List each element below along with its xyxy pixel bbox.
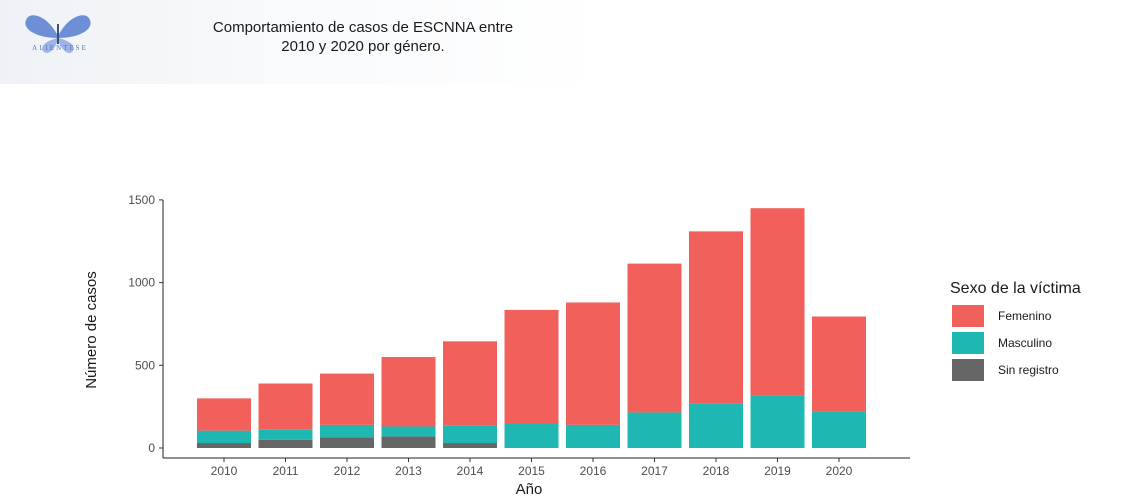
legend-title: Sexo de la víctima (950, 280, 1081, 297)
legend-key-sin-registro (952, 359, 984, 381)
bar-masculino-2015 (504, 424, 559, 448)
bar-masculino-2012 (320, 424, 374, 438)
x-tick-label: 2020 (826, 464, 853, 478)
bar-femenino-2016 (566, 302, 620, 425)
y-tick-label: 0 (148, 441, 155, 455)
chart-title-line-1: Comportamiento de casos de ESCNNA entre (212, 19, 514, 36)
bar-femenino-2014 (443, 341, 497, 426)
bar-femenino-2015 (504, 309, 559, 425)
legend: Sexo de la víctima Femenino Masculino Sin r… (950, 280, 1081, 381)
x-tick-label: 2014 (457, 464, 484, 478)
x-tick-label: 2018 (703, 464, 730, 478)
y-axis-title: Número de casos (83, 271, 100, 389)
bar-masculino-2016 (566, 424, 620, 448)
x-tick-label: 2010 (211, 464, 238, 478)
x-tick-label: 2012 (334, 464, 361, 478)
bar-sin-registro-2010 (197, 443, 251, 448)
x-tick-label: 2017 (641, 464, 668, 478)
bar-femenino-2017 (627, 263, 682, 413)
butterfly-logo (8, 6, 108, 72)
bar-sin-registro-2013 (381, 436, 436, 448)
bar-sin-registro-2012 (320, 437, 374, 448)
bar-femenino-2020 (812, 316, 866, 412)
bar-femenino-2019 (750, 208, 805, 396)
x-tick-label: 2011 (273, 464, 299, 478)
logo-wordmark: ALIENTESE (32, 44, 88, 52)
bar-masculino-2018 (689, 403, 743, 448)
legend-label-femenino: Femenino (998, 309, 1052, 323)
bar-femenino-2013 (381, 357, 436, 427)
bar-sin-registro-2011 (258, 439, 313, 448)
bar-masculino-2020 (812, 411, 866, 448)
header-banner: ALIENTESE Comportamiento de casos de ESC… (0, 0, 600, 84)
legend-label-masculino: Masculino (998, 336, 1052, 350)
bar-femenino-2010 (197, 398, 251, 431)
x-tick-label: 2019 (764, 464, 791, 478)
bar-femenino-2011 (258, 383, 313, 430)
y-tick-label: 1000 (128, 276, 155, 290)
bar-masculino-2017 (627, 412, 682, 448)
bar-femenino-2018 (689, 231, 743, 404)
legend-key-masculino (952, 332, 984, 354)
legend-key-femenino (952, 305, 984, 327)
x-axis-title: Año (516, 481, 543, 497)
x-tick-label: 2015 (518, 464, 545, 478)
axes-group: 0 500 1000 1500 2010 2011 2012 2013 2014 2015 2016… (128, 193, 910, 478)
x-tick-label: 2013 (395, 464, 422, 478)
chart-title-line-2: 2010 y 2020 por género. (281, 38, 445, 55)
bar-masculino-2013 (381, 426, 436, 437)
chart-title: Comportamiento de casos de ESCNNA entre … (118, 18, 608, 56)
bar-masculino-2014 (443, 425, 497, 444)
bar-masculino-2019 (750, 395, 805, 448)
y-tick-label: 500 (135, 358, 155, 372)
y-tick-label: 1500 (128, 193, 155, 207)
bar-masculino-2011 (258, 429, 313, 440)
bars-group (197, 208, 866, 448)
legend-label-sin-registro: Sin registro (998, 363, 1059, 377)
bar-femenino-2012 (320, 373, 374, 425)
x-tick-label: 2016 (580, 464, 607, 478)
bar-masculino-2010 (197, 430, 251, 444)
bar-sin-registro-2014 (443, 443, 497, 448)
